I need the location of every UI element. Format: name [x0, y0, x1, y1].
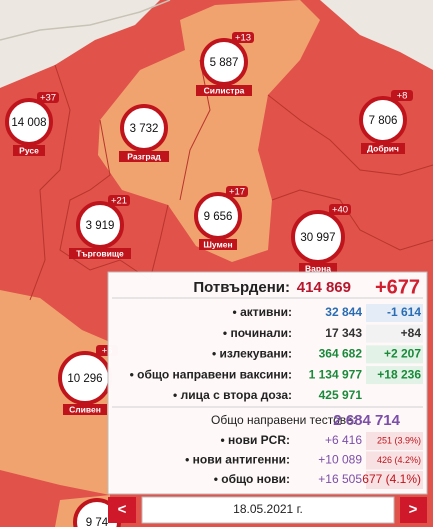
test-label: • нови PCR: — [220, 433, 290, 447]
confirmed-total: 414 869 — [297, 279, 351, 296]
stat-value: 364 682 — [319, 347, 363, 361]
marker-label-bg — [63, 404, 107, 415]
marker-circle — [200, 38, 248, 86]
marker-label: Варна — [305, 263, 331, 273]
stat-delta: +18 236 — [377, 367, 421, 381]
stat-label: • общо направени ваксини: — [130, 367, 292, 381]
marker-label: Силистра — [204, 85, 245, 95]
stat-label: • активни: — [233, 305, 292, 319]
marker-value: 3 732 — [130, 123, 159, 135]
test-positive-bg — [366, 451, 423, 470]
test-positive: 426 (4.2%) — [377, 455, 421, 465]
test-positive-bg — [366, 471, 423, 489]
marker-delta-bg — [391, 90, 413, 101]
marker-label: Шумен — [203, 239, 232, 249]
marker-delta: +21 — [111, 196, 127, 207]
marker-circle — [359, 96, 407, 144]
marker-delta: +17 — [229, 187, 245, 198]
region — [98, 0, 320, 262]
test-positive: 677 (4.1%) — [362, 472, 421, 486]
confirmed-delta: +677 — [375, 276, 420, 298]
marker-value: 30 997 — [300, 232, 335, 244]
tests-total: 2 684 714 — [333, 412, 400, 429]
marker-value: 7 806 — [369, 115, 398, 127]
prev-button[interactable] — [108, 497, 136, 523]
marker-delta: +37 — [40, 93, 56, 104]
marker-label: Русе — [19, 145, 39, 155]
test-label: • нови антигенни: — [185, 453, 290, 467]
marker-delta-bg — [226, 186, 248, 197]
region — [0, 290, 110, 495]
test-value: +16 505 — [318, 472, 362, 486]
marker-delta: +8 — [397, 91, 408, 102]
test-positive: 251 (3.9%) — [377, 435, 421, 445]
marker-value: 9 656 — [204, 211, 233, 223]
stat-value: 17 343 — [325, 326, 362, 340]
marker-delta-bg — [37, 92, 59, 103]
marker-delta-bg — [232, 32, 254, 43]
stat-delta-bg — [366, 324, 423, 343]
marker-label: Търговище — [76, 248, 124, 258]
stat-label: • лица с втора доза: — [173, 388, 292, 402]
marker-circle — [5, 98, 53, 146]
marker-label-bg — [69, 248, 131, 259]
marker-value: 3 919 — [86, 220, 115, 232]
marker-value: 5 887 — [210, 57, 239, 69]
stat-delta-bg — [366, 345, 423, 364]
date: 18.05.2021 г. — [233, 502, 303, 516]
marker-label: Сливен — [69, 404, 101, 414]
stat-delta: +84 — [401, 326, 422, 340]
test-value: +6 416 — [325, 433, 362, 447]
test-positive-bg — [366, 432, 423, 450]
marker-circle — [76, 201, 124, 249]
river — [0, 0, 171, 41]
marker-delta: +40 — [332, 205, 348, 216]
marker-circle — [120, 104, 168, 152]
marker-label-bg — [361, 143, 405, 154]
marker-label: Добрич — [367, 143, 399, 153]
confirmed-label: Потвърдени: — [193, 279, 290, 296]
marker-label-bg — [199, 239, 237, 250]
stat-delta: -1 614 — [387, 305, 421, 319]
marker-value: 9 74 — [86, 517, 109, 527]
stat-delta-bg — [366, 366, 423, 385]
marker-delta: +13 — [235, 33, 251, 44]
stat-value: 1 134 977 — [309, 367, 363, 381]
date-field[interactable] — [141, 496, 395, 524]
test-value: +10 089 — [318, 453, 362, 467]
borders — [29, 59, 433, 301]
marker-value: 14 008 — [11, 117, 46, 129]
marker-delta: +6 — [102, 346, 113, 357]
marker-circle — [291, 210, 345, 264]
marker-label-bg — [299, 263, 337, 274]
stat-delta-bg — [366, 304, 423, 322]
marker-delta-bg — [329, 204, 351, 215]
marker-delta-bg — [108, 195, 130, 206]
test-label: • общо нови: — [214, 472, 290, 486]
stat-value: 32 844 — [325, 305, 362, 319]
marker-label-bg — [196, 85, 252, 96]
marker-label: Разград — [127, 151, 161, 161]
neighbor-country — [0, 0, 160, 88]
tests-label: Общо направени тестове: — [211, 413, 356, 427]
marker-label-bg — [13, 145, 45, 156]
next-button-label[interactable]: > — [409, 501, 418, 518]
stat-label: • починали: — [223, 326, 292, 340]
stat-value: 425 971 — [319, 388, 363, 402]
neighbor-country — [320, 0, 433, 70]
prev-button-label[interactable]: < — [118, 501, 127, 518]
marker-value: 10 296 — [67, 373, 102, 385]
stat-label: • излекувани: — [212, 347, 292, 361]
stat-delta: +2 207 — [384, 347, 421, 361]
next-button[interactable] — [400, 497, 427, 523]
marker-circle — [194, 192, 242, 240]
marker-label-bg — [119, 151, 169, 162]
